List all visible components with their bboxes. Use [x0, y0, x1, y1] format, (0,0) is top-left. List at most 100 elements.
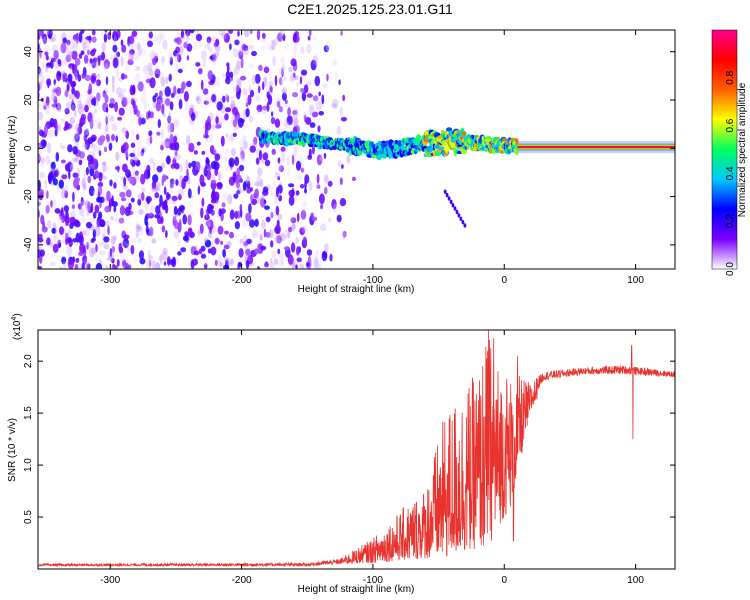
noise-blob-261: [305, 116, 312, 125]
noise-blob-1236: [94, 225, 101, 237]
noise-blob-897: [99, 250, 106, 255]
noise-blob-1296: [270, 211, 274, 219]
noise-blob-772: [218, 30, 225, 37]
noise-blob-1441: [296, 257, 302, 263]
noise-blob-211: [129, 49, 135, 56]
noise-blob-1339: [185, 102, 191, 113]
noise-blob-271: [116, 87, 123, 96]
noise-blob-712: [94, 204, 100, 214]
noise-blob-514: [204, 239, 211, 248]
noise-blob-152: [293, 117, 299, 127]
noise-blob-900: [41, 64, 45, 71]
noise-blob-1294: [218, 208, 222, 217]
streak-blob-8: [459, 216, 463, 221]
noise-blob-647: [301, 163, 305, 173]
noise-blob-1003: [213, 42, 219, 48]
noise-blob-1315: [224, 151, 227, 163]
noise-blob-1218: [68, 93, 76, 100]
noise-blob-1300: [135, 231, 140, 239]
streak-blob-0: [443, 189, 447, 194]
noise-blob-1552: [117, 116, 123, 121]
noise-blob-464: [138, 226, 143, 233]
noise-blob-592: [72, 34, 79, 41]
noise-blob-1434: [81, 200, 87, 206]
noise-blob-459: [323, 152, 327, 159]
noise-blob-1520: [213, 148, 218, 154]
noise-blob-1316: [195, 161, 201, 171]
noise-blob-574: [311, 145, 315, 155]
noise-blob-438: [56, 102, 62, 111]
noise-blob-1161: [258, 150, 263, 161]
noise-blob-1204: [300, 184, 305, 189]
noise-blob-680: [278, 165, 284, 173]
noise-blob-1280: [45, 204, 50, 214]
noise-blob-1433: [57, 58, 62, 65]
noise-blob-199: [74, 156, 80, 162]
noise-blob-648: [177, 251, 182, 256]
noise-blob-566: [249, 64, 254, 69]
noise-blob-956: [56, 70, 62, 82]
noise-blob-1446: [213, 191, 220, 201]
noise-blob-781: [83, 228, 90, 237]
noise-blob-368: [301, 91, 307, 102]
noise-blob-1165: [179, 218, 182, 230]
noise-blob-914: [120, 56, 124, 67]
noise-blob-1338: [249, 145, 256, 153]
noise-blob-990: [118, 242, 123, 252]
noise-blob-1187: [84, 237, 91, 246]
noise-blob-1192: [153, 53, 159, 59]
noise-blob-833: [278, 239, 282, 245]
noise-blob-1443: [141, 148, 145, 154]
noise-blob-47: [281, 92, 287, 101]
noise-blob-1476: [38, 81, 42, 90]
noise-blob-1430: [121, 44, 127, 53]
noise-blob-241: [161, 225, 166, 233]
x-tick-label-1: -200: [232, 275, 252, 286]
noise-blob-1097: [242, 181, 247, 191]
noise-blob-267: [258, 64, 263, 71]
noise-blob-64: [149, 69, 154, 77]
noise-blob-1230: [96, 79, 101, 87]
noise-blob-692: [45, 96, 50, 106]
noise-blob-149: [149, 111, 154, 119]
noise-blob-988: [226, 62, 230, 67]
noise-blob-1046: [90, 75, 97, 84]
noise-blob-920: [275, 224, 281, 235]
noise-blob-936: [340, 30, 343, 36]
noise-blob-1451: [89, 156, 95, 165]
noise-blob-1510: [242, 219, 246, 229]
noise-blob-1072: [130, 51, 134, 62]
noise-blob-633: [78, 231, 83, 242]
noise-blob-940: [342, 230, 346, 240]
noise-blob-605: [79, 101, 82, 110]
noise-blob-1416: [201, 150, 206, 155]
noise-blob-73: [74, 264, 79, 269]
noise-blob-775: [182, 214, 187, 225]
noise-blob-398: [53, 79, 57, 86]
noise-blob-1347: [106, 190, 111, 202]
noise-blob-1327: [205, 149, 208, 156]
noise-blob-97: [122, 184, 128, 190]
noise-blob-105: [62, 74, 66, 83]
noise-blob-923: [232, 106, 238, 116]
noise-blob-108: [212, 123, 216, 130]
noise-blob-1485: [134, 171, 139, 182]
noise-blob-1359: [271, 250, 277, 259]
noise-blob-396: [179, 45, 184, 55]
noise-blob-1269: [157, 255, 163, 262]
noise-blob-102: [254, 73, 261, 84]
signal-blob-514: [416, 134, 421, 141]
noise-blob-1052: [271, 40, 276, 51]
noise-blob-1132: [237, 185, 242, 195]
noise-blob-714: [237, 117, 244, 128]
noise-blob-694: [78, 251, 84, 256]
noise-blob-1448: [240, 75, 247, 81]
noise-blob-951: [44, 44, 50, 53]
noise-blob-585: [58, 266, 63, 269]
noise-blob-1406: [232, 132, 237, 137]
noise-blob-1435: [41, 75, 45, 84]
noise-blob-394: [97, 56, 101, 66]
noise-blob-907: [154, 262, 161, 269]
noise-blob-1322: [264, 205, 270, 210]
noise-blob-559: [135, 133, 140, 141]
